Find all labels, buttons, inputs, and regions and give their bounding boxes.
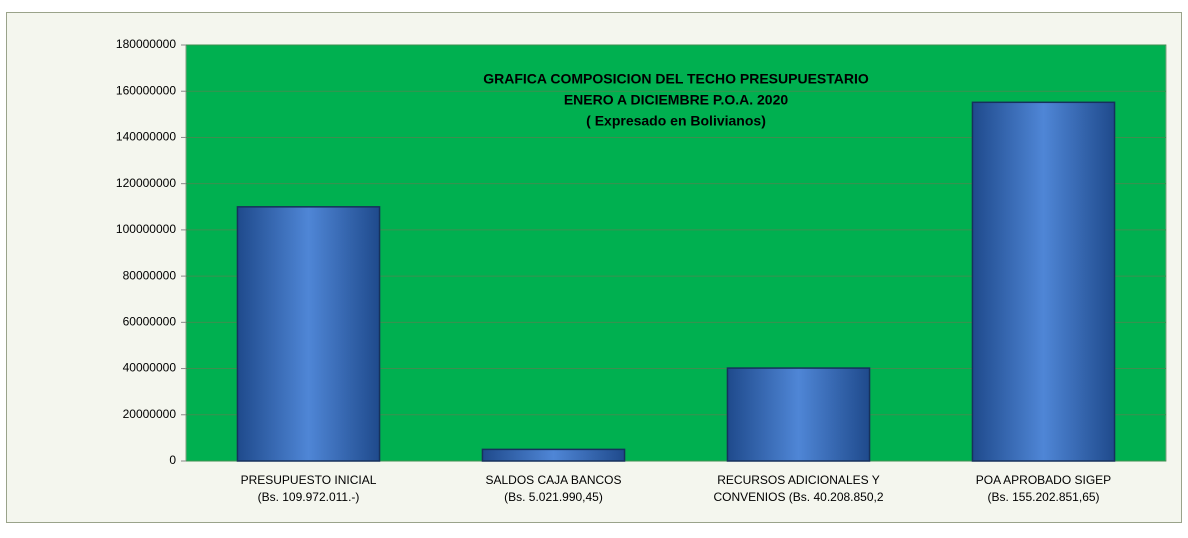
- x-tick-label: (Bs. 109.972.011.-): [258, 490, 360, 504]
- y-tick-label: 20000000: [123, 407, 177, 421]
- y-tick-label: 60000000: [123, 315, 177, 329]
- chart-title: ENERO A DICIEMBRE P.O.A. 2020: [564, 92, 789, 108]
- x-tick-label: SALDOS CAJA BANCOS: [485, 473, 621, 487]
- y-tick-label: 100000000: [116, 222, 176, 236]
- x-tick-label: POA APROBADO SIGEP: [976, 473, 1111, 487]
- y-tick-label: 120000000: [116, 176, 176, 190]
- bar: [971, 101, 1116, 462]
- y-tick-label: 40000000: [123, 361, 177, 375]
- bar: [481, 448, 626, 462]
- x-tick-label: (Bs. 5.021.990,45): [504, 490, 603, 504]
- x-tick-label: PRESUPUESTO INICIAL: [241, 473, 377, 487]
- x-tick-label: RECURSOS ADICIONALES Y: [717, 473, 880, 487]
- chart-title: ( Expresado en Bolivianos): [586, 113, 766, 129]
- y-tick-label: 180000000: [116, 37, 176, 51]
- y-tick-label: 160000000: [116, 83, 176, 97]
- x-tick-label: (Bs. 155.202.851,65): [987, 490, 1099, 504]
- bar: [236, 206, 381, 462]
- x-tick-label: CONVENIOS (Bs. 40.208.850,2: [713, 490, 883, 504]
- bar: [726, 367, 871, 462]
- y-tick-label: 0: [169, 453, 176, 467]
- y-tick-label: 80000000: [123, 268, 177, 282]
- y-tick-label: 140000000: [116, 130, 176, 144]
- chart-title: GRAFICA COMPOSICION DEL TECHO PRESUPUEST…: [483, 71, 869, 87]
